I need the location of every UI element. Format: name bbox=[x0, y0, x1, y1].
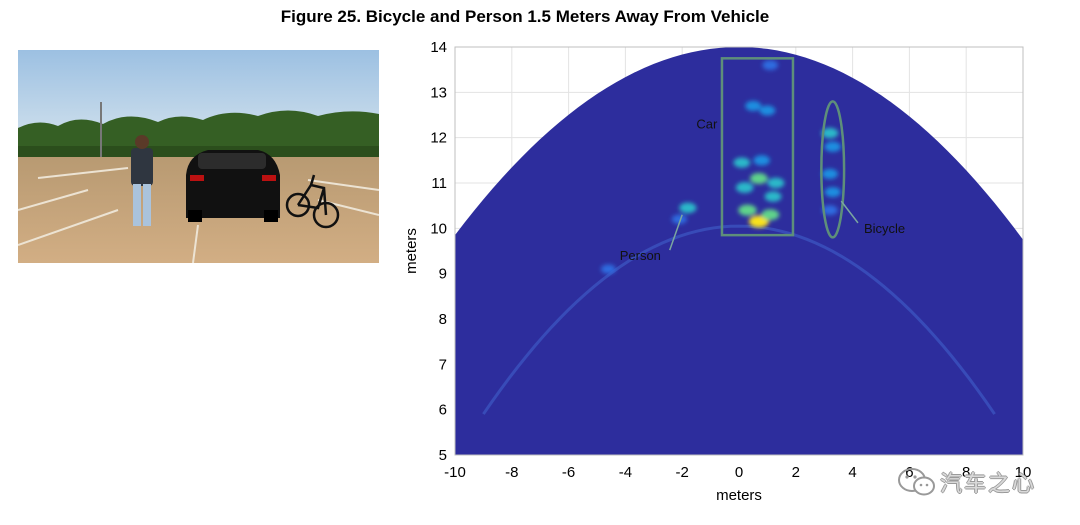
y-tick-label: 5 bbox=[439, 447, 447, 464]
intensity-point bbox=[745, 100, 762, 111]
y-tick-label: 11 bbox=[431, 175, 447, 192]
y-tick-label: 6 bbox=[439, 402, 447, 419]
x-tick-label: -6 bbox=[562, 464, 575, 481]
intensity-point bbox=[762, 60, 779, 71]
parking-lot-photo bbox=[18, 50, 379, 263]
intensity-point bbox=[753, 155, 770, 166]
wechat-icon bbox=[898, 468, 935, 496]
intensity-point bbox=[824, 141, 841, 152]
annotation-arrow bbox=[669, 214, 683, 251]
annotation-label-bicycle: Bicycle bbox=[864, 221, 905, 236]
person-figure bbox=[131, 135, 153, 226]
intensity-point bbox=[821, 127, 839, 139]
intensity-point bbox=[824, 187, 841, 198]
y-tick-label: 12 bbox=[430, 130, 447, 147]
y-tick-label: 13 bbox=[430, 84, 447, 101]
annotation-label-car: Car bbox=[696, 117, 718, 132]
x-tick-label: 6 bbox=[905, 464, 913, 481]
x-tick-label: -10 bbox=[444, 464, 466, 481]
intensity-point bbox=[759, 105, 776, 116]
x-tick-label: -4 bbox=[619, 464, 632, 481]
intensity-point bbox=[767, 177, 785, 189]
y-tick-label: 8 bbox=[439, 311, 447, 328]
x-axis-label: meters bbox=[716, 487, 762, 504]
x-tick-label: 4 bbox=[848, 464, 856, 481]
y-tick-label: 7 bbox=[439, 356, 447, 373]
car-box bbox=[720, 57, 795, 237]
annotation-arrow bbox=[840, 200, 859, 224]
intensity-point bbox=[671, 214, 687, 225]
intensity-point bbox=[735, 182, 754, 193]
intensity-point bbox=[822, 205, 838, 216]
radar-heatmap-chart: -10 -8 -6 -4 -2 0 2 4 6 8 10 5 6 7 8 9 10 11 12 13 14 Car Bi… bbox=[403, 39, 1032, 504]
y-tick-label: 10 bbox=[430, 220, 447, 237]
x-tick-label: 10 bbox=[1015, 464, 1032, 481]
annotation-label-person: Person bbox=[620, 248, 661, 263]
intensity-point bbox=[679, 202, 697, 214]
intensity-point bbox=[600, 264, 616, 274]
intensity-point bbox=[764, 191, 782, 202]
x-tick-label: -2 bbox=[676, 464, 689, 481]
x-tick-label: -8 bbox=[505, 464, 518, 481]
intensity-point bbox=[750, 173, 768, 184]
intensity-point bbox=[761, 209, 780, 221]
y-tick-label: 14 bbox=[430, 39, 447, 56]
figure-title: Figure 25. Bicycle and Person 1.5 Meters… bbox=[280, 7, 770, 26]
x-tick-label: 8 bbox=[962, 464, 970, 481]
intensity-point bbox=[733, 157, 751, 168]
bicycle-figure bbox=[285, 174, 340, 229]
y-axis-label: meters bbox=[403, 228, 420, 274]
radar-field-of-view bbox=[455, 47, 1023, 455]
bicycle-ellipse bbox=[820, 100, 846, 239]
range-ring bbox=[482, 224, 996, 415]
x-tick-label: 0 bbox=[735, 464, 743, 481]
intensity-point bbox=[738, 204, 757, 216]
intensity-point bbox=[821, 168, 838, 179]
y-tick-label: 9 bbox=[439, 266, 447, 283]
watermark-text: 汽车之心 bbox=[940, 472, 1037, 497]
x-tick-label: 2 bbox=[792, 464, 800, 481]
plot-frame bbox=[454, 46, 1024, 456]
car-figure bbox=[186, 150, 280, 222]
